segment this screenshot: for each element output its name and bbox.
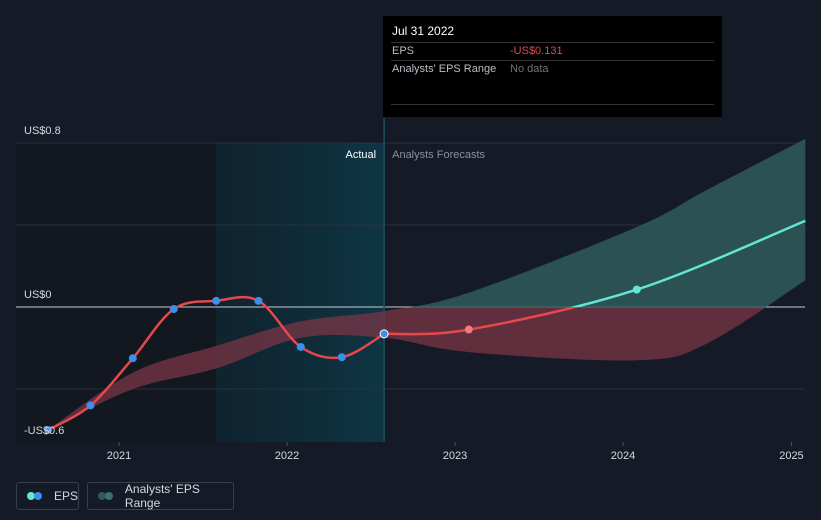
analyst-range-band-negative: [48, 307, 767, 430]
range-legend-icon: [98, 491, 119, 501]
x-axis-tick-label: 2024: [611, 450, 635, 462]
y-axis-label-bottom: -US$0.6: [24, 425, 64, 437]
tooltip-divider: [391, 104, 714, 105]
x-axis-tick-label: 2023: [443, 450, 467, 462]
eps-legend-icon: [27, 491, 48, 501]
eps-actual-point: [212, 296, 221, 305]
eps-actual-point: [379, 329, 389, 339]
tooltip-range-row: Analysts' EPS Range No data: [391, 60, 714, 78]
y-axis-label-zero: US$0: [24, 289, 52, 301]
x-axis-tick-label: 2022: [275, 450, 299, 462]
eps-actual-point: [128, 354, 137, 363]
tooltip-eps-label: EPS: [392, 45, 415, 57]
tooltip-eps-row: EPS -US$0.131: [391, 42, 714, 60]
x-axis-tick-label: 2021: [107, 450, 131, 462]
legend-eps-button[interactable]: EPS: [16, 482, 79, 510]
analyst-range-band-positive: [411, 138, 806, 307]
legend-range-label: Analysts' EPS Range: [124, 482, 200, 510]
eps-actual-point: [254, 296, 263, 305]
tooltip-eps-value: -US$0.131: [510, 45, 563, 57]
eps-actual-point: [296, 342, 305, 351]
eps-forecast-line-negative: [384, 307, 581, 336]
eps-actual-point: [44, 426, 53, 434]
tooltip: Jul 31 2022 EPS -US$0.131 Analysts' EPS …: [383, 16, 722, 117]
eps-forecast-point: [632, 285, 641, 294]
eps-forecast-line-positive: [569, 219, 806, 307]
forecast-region-label: Analysts Forecasts: [392, 149, 485, 161]
eps-actual-point: [337, 353, 346, 362]
eps-forecast-point: [464, 325, 473, 334]
actual-region-label: Actual: [346, 149, 377, 161]
y-axis-label-top: US$0.8: [24, 125, 61, 137]
tooltip-date: Jul 31 2022: [392, 24, 455, 38]
legend-range-button[interactable]: Analysts' EPS Range: [87, 482, 234, 510]
tooltip-range-value: No data: [510, 63, 549, 75]
x-axis-tick-label: 2025: [779, 450, 803, 462]
legend-eps-label: EPS: [53, 489, 78, 503]
eps-actual-point: [86, 401, 95, 410]
eps-actual-point: [169, 305, 178, 314]
tooltip-range-label: Analysts' EPS Range: [392, 63, 497, 75]
past-year-highlight: [216, 143, 385, 442]
